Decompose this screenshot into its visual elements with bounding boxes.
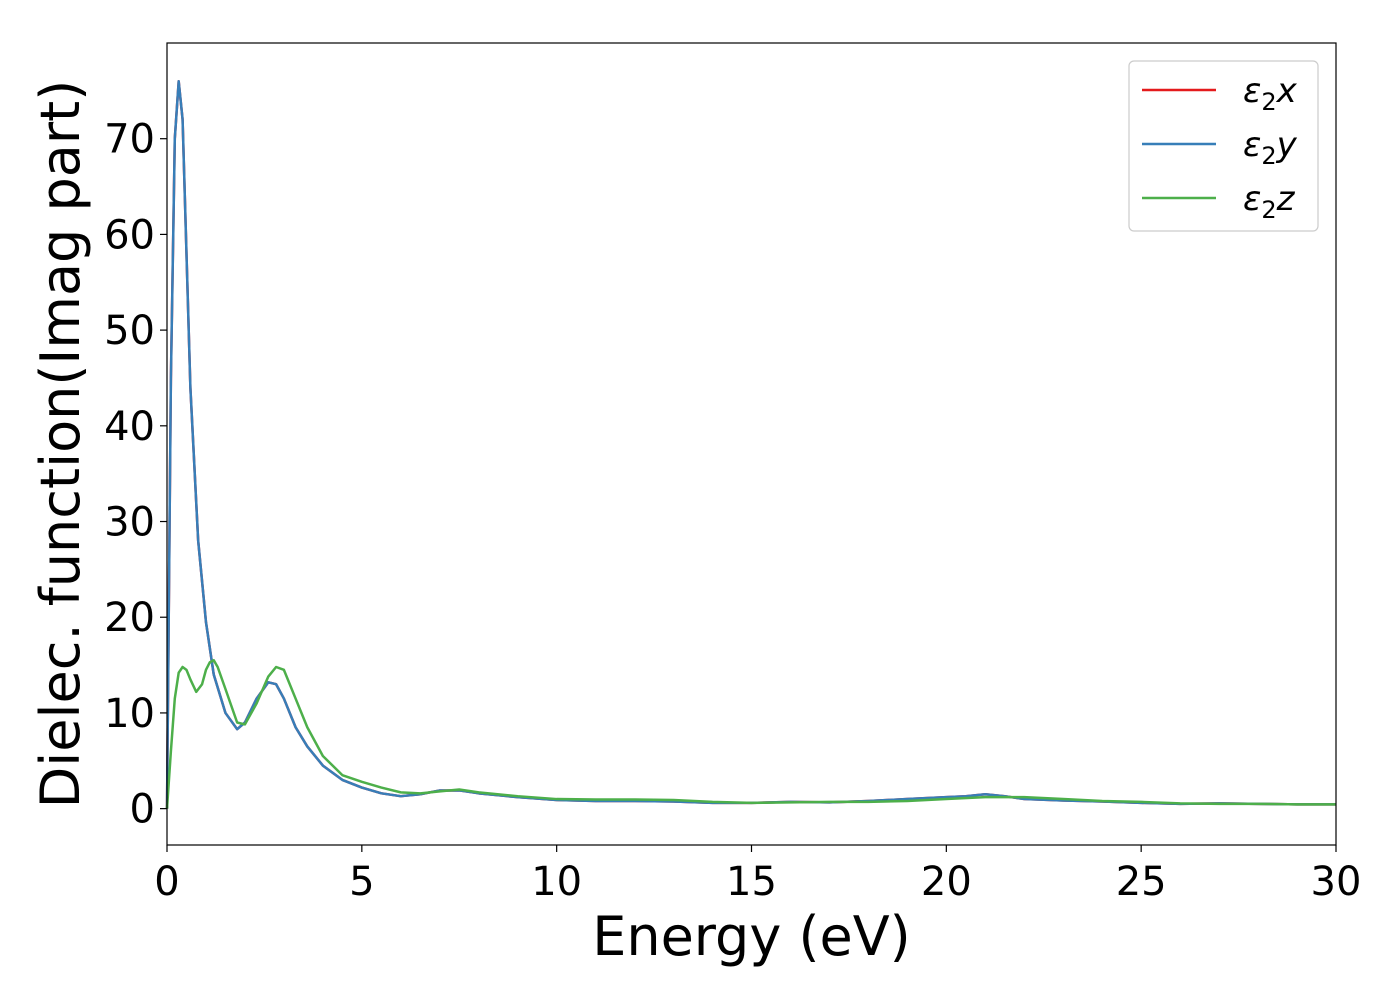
x-axis-ticks: 0 5 10 15 20 25 30 [154, 845, 1361, 905]
x-tick-label: 30 [1311, 859, 1362, 905]
x-tick-label: 20 [921, 859, 972, 905]
legend: ε2x ε2y ε2z [1128, 60, 1319, 232]
legend-label-y: ε2y [1243, 125, 1298, 170]
y-tick-label: 10 [104, 691, 155, 737]
plot-area [165, 80, 1336, 809]
y-tick-label: 30 [104, 500, 155, 546]
x-tick-label: 25 [1116, 859, 1167, 905]
x-tick-label: 15 [726, 859, 777, 905]
x-axis-label: Energy (eV) [592, 905, 911, 968]
y-tick-label: 20 [104, 595, 155, 641]
x-tick-label: 5 [349, 859, 374, 905]
y-tick-label: 40 [104, 404, 155, 450]
y-axis-label: Dielec. function(Imag part) [29, 80, 92, 809]
series-line-z [165, 659, 1336, 809]
y-tick-label: 70 [104, 117, 155, 163]
legend-label-z: ε2z [1243, 179, 1296, 224]
y-axis-ticks: 0 10 20 30 40 50 60 70 [104, 117, 167, 833]
x-tick-label: 10 [531, 859, 582, 905]
legend-box [1128, 60, 1319, 232]
x-tick-label: 0 [154, 859, 179, 905]
y-tick-label: 50 [104, 308, 155, 354]
legend-label-x: ε2x [1243, 71, 1298, 116]
y-tick-label: 0 [130, 787, 155, 833]
y-tick-label: 60 [104, 212, 155, 258]
